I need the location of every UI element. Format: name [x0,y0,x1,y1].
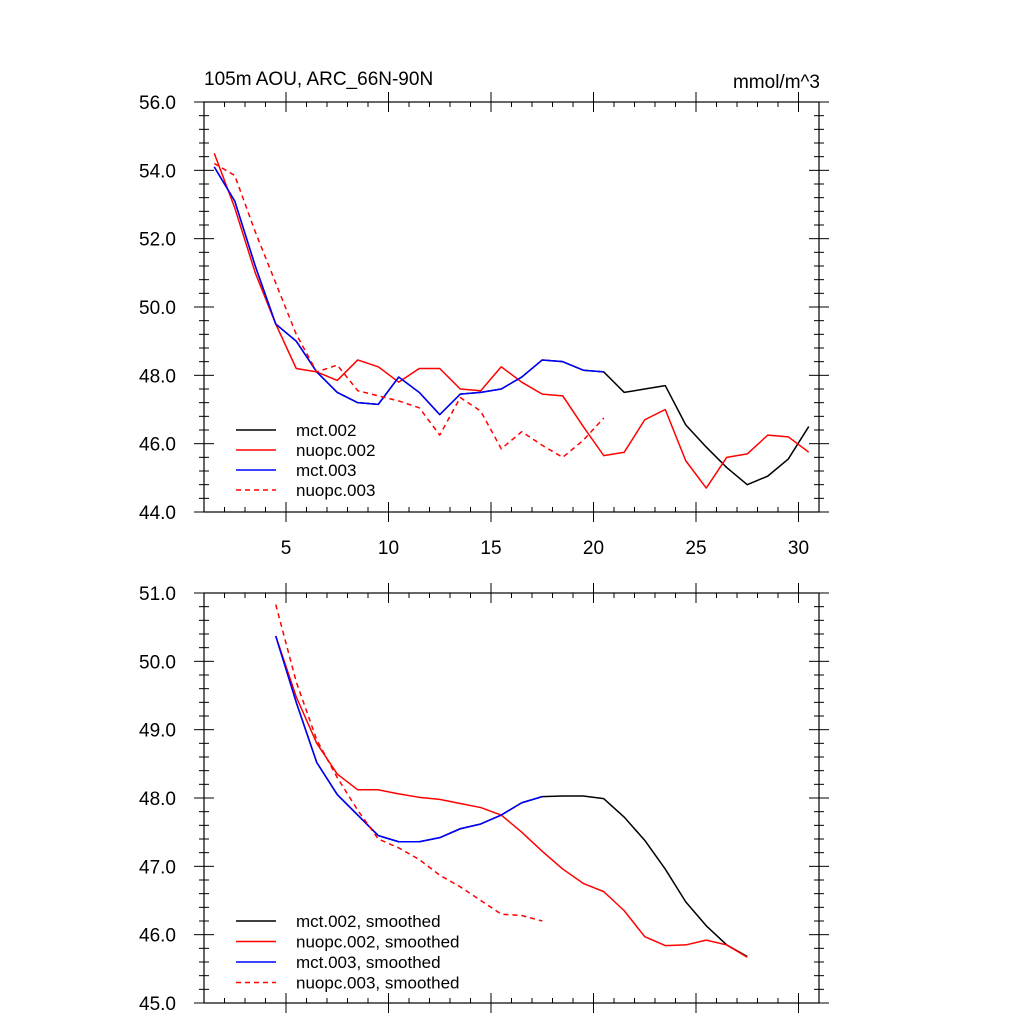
series-line-mct-002-smoothed [275,635,748,958]
y-tick-label: 49.0 [139,721,176,742]
y-tick-label: 54.0 [139,161,176,182]
y-tick-label: 46.0 [139,926,176,947]
bottom-panel: 45.0 46.0 47.0 48.0 49.0 50.0 51.0 mct.002, sm… [139,583,829,1015]
y-tick-label: 46.0 [139,435,176,456]
x-tick-label: 15 [480,538,501,559]
legend-label: nuopc.003 [296,481,375,500]
y-tick-label: 44.0 [139,503,176,524]
legend-label: mct.002, smoothed [296,912,441,931]
tick-layer: 5 10 15 20 25 30 44.0 46.0 48.0 50.0 52.0 54.0 56.0 [139,92,829,559]
y-tick-label: 52.0 [139,230,176,251]
x-tick-label: 25 [685,538,706,559]
legend-label: mct.002 [296,421,356,440]
legend-label: mct.003, smoothed [296,953,441,972]
series-layer [213,152,810,489]
legend-label: nuopc.002, smoothed [296,933,460,952]
top-panel: 105m AOU, ARC_66N-90N mmol/m^3 5 10 15 20 25… [139,69,829,559]
y-tick-label: 48.0 [139,789,176,810]
x-tick-label: 30 [788,538,809,559]
y-tick-label: 50.0 [139,298,176,319]
chart-title: 105m AOU, ARC_66N-90N [204,69,433,90]
legend: mct.002, smoothed nuopc.002, smoothedmct.… [236,912,460,993]
series-layer [275,604,748,958]
y-tick-label: 45.0 [139,994,176,1015]
y-tick-label: 48.0 [139,366,176,387]
y-tick-label: 56.0 [139,93,176,114]
chart-units: mmol/m^3 [733,72,820,93]
series-line-mct-003 [213,166,604,416]
series-line-nuopc-002-smoothed [275,635,748,958]
y-tick-label: 47.0 [139,857,176,878]
tick-layer: 45.0 46.0 47.0 48.0 49.0 50.0 51.0 [139,583,829,1015]
series-line-nuopc-002 [213,152,810,489]
series-line-nuopc-003-smoothed [275,604,543,922]
y-tick-label: 50.0 [139,652,176,673]
legend-label: mct.003 [296,461,356,480]
series-line-nuopc-003 [213,162,605,459]
series-line-mct-003-smoothed [275,635,543,843]
legend-label: nuopc.003, smoothed [296,974,460,993]
x-tick-label: 10 [378,538,399,559]
y-tick-label: 51.0 [139,584,176,605]
x-tick-label: 20 [583,538,604,559]
x-tick-label: 5 [281,538,292,559]
legend-label: nuopc.002 [296,441,375,460]
